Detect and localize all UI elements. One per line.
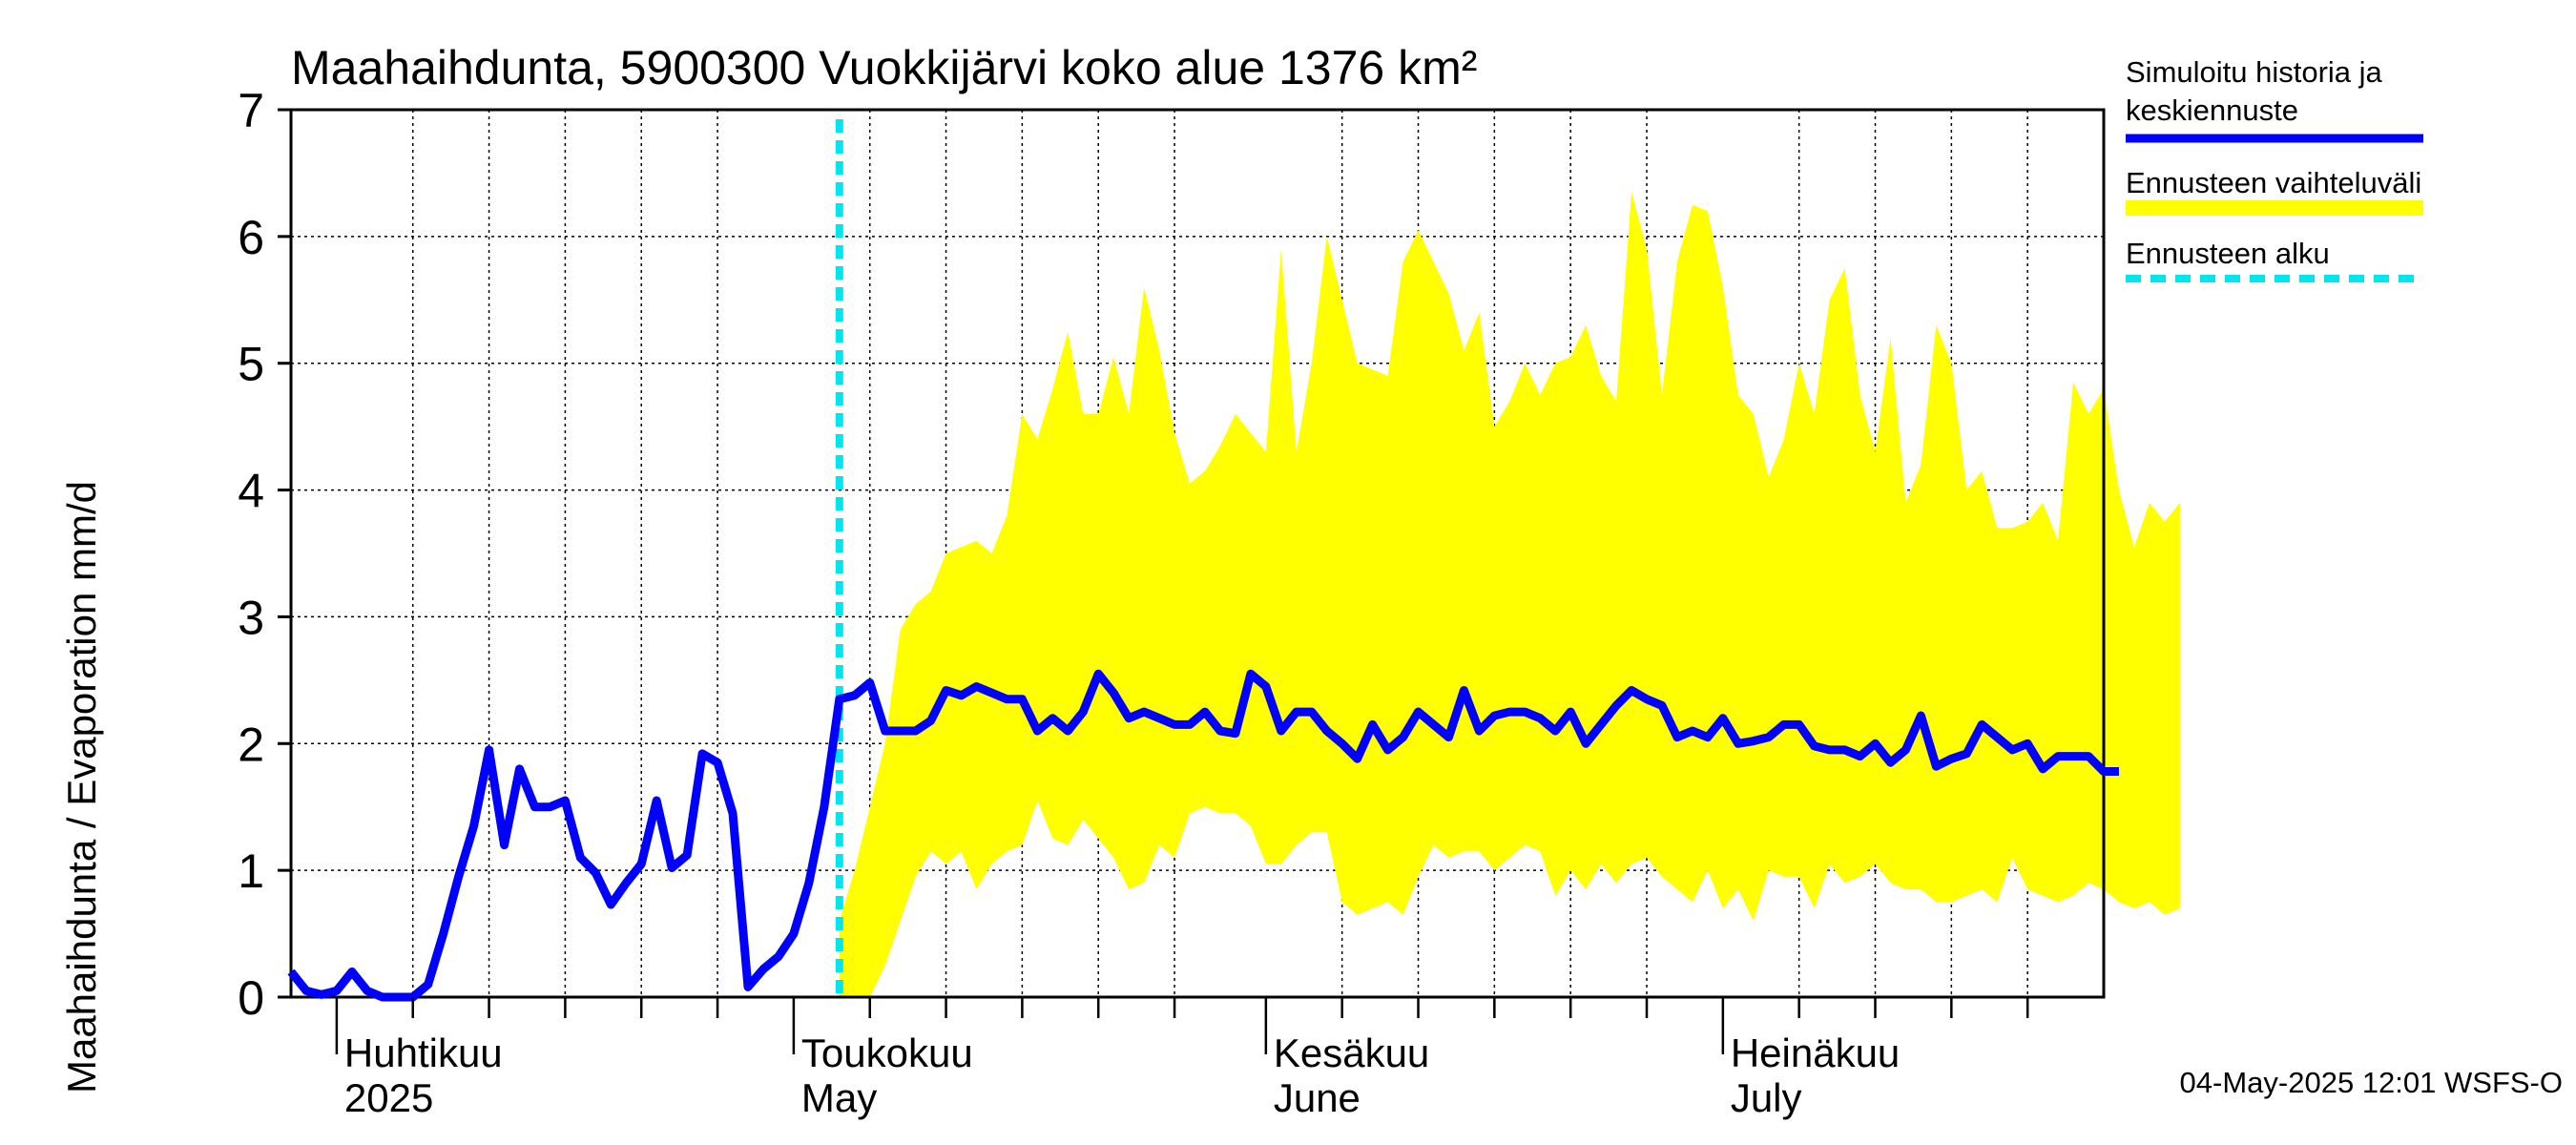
y-tick-label: 6	[238, 211, 264, 264]
footer-timestamp: 04-May-2025 12:01 WSFS-O	[2180, 1066, 2563, 1099]
y-tick-label: 7	[238, 84, 264, 137]
legend-label-forecast-start: Ennusteen alku	[2126, 237, 2330, 270]
y-tick-label: 0	[238, 971, 264, 1025]
legend: Simuloitu historia ja keskiennuste Ennus…	[2126, 55, 2423, 282]
x-month-sublabel: June	[1274, 1075, 1361, 1120]
y-tick-label: 2	[238, 718, 264, 771]
y-tick-label: 4	[238, 465, 264, 518]
plot-border	[289, 108, 2106, 999]
mean-series-line	[287, 669, 2119, 1002]
legend-label-mean-line-2: keskiennuste	[2126, 94, 2298, 127]
y-axis-label: Maahaihdunta / Evaporation mm/d	[59, 481, 104, 1093]
axis-ticks: 01234567Huhtikuu2025ToukokuuMayKesäkuuJu…	[238, 84, 2029, 1120]
x-month-sublabel: 2025	[344, 1075, 433, 1120]
x-month-sublabel: July	[1731, 1075, 1802, 1120]
forecast-range-band	[839, 192, 2180, 997]
chart-title: Maahaihdunta, 5900300 Vuokkijärvi koko a…	[291, 41, 1477, 94]
legend-label-mean-line-1: Simuloitu historia ja	[2126, 55, 2383, 89]
x-month-label: Toukokuu	[801, 1030, 973, 1075]
y-tick-label: 1	[238, 844, 264, 898]
legend-label-range: Ennusteen vaihteluväli	[2126, 166, 2421, 199]
x-month-sublabel: May	[801, 1075, 877, 1120]
forecast-range-area	[839, 192, 2180, 997]
y-tick-label: 3	[238, 591, 264, 644]
x-month-label: Kesäkuu	[1274, 1030, 1429, 1075]
x-month-label: Huhtikuu	[344, 1030, 503, 1075]
y-tick-label: 5	[238, 338, 264, 391]
x-month-label: Heinäkuu	[1731, 1030, 1900, 1075]
mean-series	[287, 669, 2119, 1002]
plot-frame	[289, 108, 2106, 999]
